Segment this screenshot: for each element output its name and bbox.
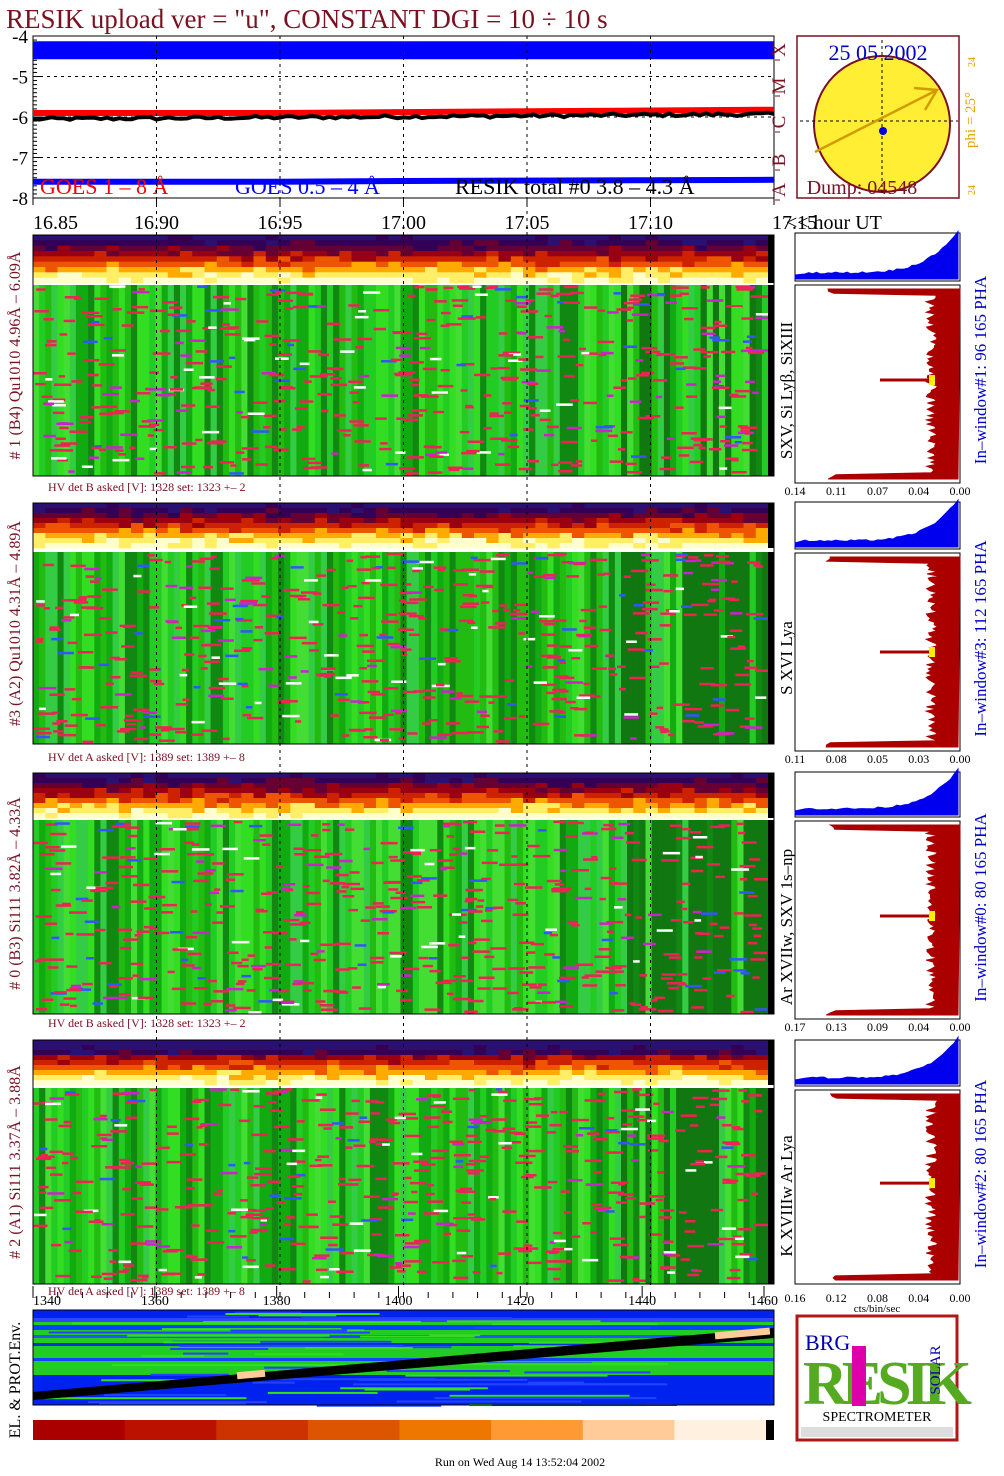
pha-tick-label: 0.00 [950,1020,971,1034]
logo-top: BRG [805,1330,850,1355]
phi-tick-top: 24 [967,57,978,67]
pha-channel-1 [794,230,961,484]
hour-tick-label: 17.05 [505,212,550,234]
hour-tick-label: 17.15 [772,212,817,234]
pha-tick-label: 0.04 [908,1291,929,1305]
pha-tick-label: 0.16 [785,1291,806,1305]
phi-tick-bottom: 24 [967,185,978,195]
goes-legend-resik: RESIK total #0 3.8 – 4.3 Å [455,174,695,199]
pha-tick-label: 0.11 [826,484,847,498]
goes-ytick-label: -8 [12,189,28,210]
sun-position-panel: 25 05 2002 Dump: 04548 phi = 25° 24 24 [796,35,979,199]
color-scale-bar [33,1420,774,1440]
hour-tick-label: 17.10 [628,212,673,234]
line-ids: S XVI Lya [777,621,796,695]
channel-label: # 0 (B3) Si111 3.82Å – 4.33Å [6,797,24,990]
goes-legend-short: GOES 0.5 – 4 Å [235,174,380,199]
pha-tick-label: 0.07 [867,484,888,498]
pha-tick-label: 0.14 [785,484,806,498]
goes-series-line [33,176,775,185]
goes-ytick-label: -4 [12,27,28,48]
pha-tick-label: 0.08 [826,752,847,766]
goes-series-line [33,106,775,116]
observation-date: 25 05 2002 [829,40,928,65]
footer-run-time: Run on Wed Aug 14 13:52:04 2002 [435,1455,605,1469]
flare-class-B: B [769,154,790,167]
pha-channel-0 [794,767,961,1020]
pha-tick-label: 0.04 [908,484,929,498]
sun-axis-arrow [814,88,938,154]
env-xtick-label: 1360 [141,1294,169,1309]
line-ids: K XVIIIw Ar Lya [777,1135,796,1257]
environment-panel: EL. & PROT.Env.1340 1360 1380 1400 1420 1440 1… [7,1286,778,1438]
hour-axis: << hour UT 16.85 16.90 16.95 17.00 17.05 17.1… [32,198,882,234]
hour-tick-label: 16.90 [134,212,179,234]
environment-label: EL. & PROT.Env. [7,1322,24,1438]
flare-class-X: X [769,43,790,57]
figure-title: RESIK upload ver = "u", CONSTANT DGI = 1… [6,4,608,34]
pha-window-label: In–window#0: 80 165 PHA [971,813,990,1002]
env-xtick-label: 1400 [385,1294,413,1309]
logo-right: SOLAR [928,1345,944,1394]
heatmap-channel-1 [32,234,775,477]
hour-axis-label: << hour UT [786,212,882,234]
pha-tick-label: 0.12 [826,1291,847,1305]
pha-channel-3 [794,498,961,752]
hv-readout: HV det B asked [V]: 1328 set: 1323 +– 2 [48,1016,246,1030]
pha-tick-label: 0.04 [908,1020,929,1034]
hour-tick-label: 17.00 [381,212,426,234]
goes-ytick-label: -6 [12,108,28,129]
line-ids: SXV, Si Lyβ, SiXIII [777,322,796,460]
logo-bottom: SPECTROMETER [823,1410,933,1425]
env-xtick-label: 1340 [33,1294,61,1309]
goes-legend-long: GOES 1 – 8 Å [40,174,168,199]
hv-readout: HV det A asked [V]: 1389 set: 1389 +– 8 [48,750,245,764]
heatmap-channel-0 [32,772,775,1015]
pha-tick-label: 0.00 [950,1291,971,1305]
pha-tick-label: 0.08 [867,1291,888,1305]
pha-tick-label: 0.00 [950,484,971,498]
channel-label: # 2 (A1) Si111 3.37Å – 3.88Å [6,1065,24,1259]
pha-tick-label: 0.03 [908,752,929,766]
env-xtick-label: 1460 [750,1294,778,1309]
flare-class-A: A [769,183,790,197]
goes-ytick-label: -5 [12,68,28,89]
logo-letters: RESIK [803,1350,972,1418]
flare-class-C: C [769,116,790,129]
channel-label: # 1 (B4) Qu1010 4.96Å – 6.09Å [6,251,24,459]
pha-xlabel: cts/bin/sec [854,1303,901,1315]
phi-angle: phi = 25° [963,92,979,148]
pha-tick-label: 0.11 [785,752,806,766]
pha-window-label: In–window#3: 112 165 PHA [971,540,990,737]
flare-class-axis: A B C M X [769,43,790,201]
hv-readout: HV det B asked [V]: 1328 set: 1323 +– 2 [48,480,246,494]
pha-tick-label: 0.17 [785,1020,806,1034]
heatmap-channel-3 [32,502,775,745]
goes-ytick-label: -7 [12,149,28,170]
pha-tick-label: 0.13 [826,1020,847,1034]
env-xtick-label: 1380 [263,1294,291,1309]
flare-class-M: M [769,77,790,94]
pha-window-label: In–window#2: 80 165 PHA [971,1079,990,1268]
pha-tick-label: 0.09 [867,1020,888,1034]
hv-readout: HV det A asked [V]: 1389 set: 1389 +– 8 [48,1284,245,1298]
pha-tick-label: 0.05 [867,752,888,766]
pha-tick-label: 0.00 [950,752,971,766]
pha-channel-2 [794,1035,961,1285]
resik-logo: BRG RESIK SOLAR SPECTROMETER [795,1314,978,1442]
channel-label: #3 (A2) Qu1010 4.31Å – 4.89Å [6,521,24,726]
spacecraft-pointing-dot [879,127,887,135]
env-xtick-label: 1440 [628,1294,656,1309]
dump-number: Dump: 04548 [807,177,918,199]
hour-tick-label: 16.95 [258,212,303,234]
goes-lightcurve-panel: -4 -5 -6 -7 -8 GOES 1 – 8 Å GOES 0.5 – 4 Å RESI… [12,27,775,210]
heatmap-channel-2 [32,1039,775,1285]
line-ids: Ar XVIIw, SXV 1s–np [777,849,796,1005]
pha-window-label: In–window#1: 96 165 PHA [971,275,990,464]
hour-tick-label: 16.85 [33,212,78,234]
